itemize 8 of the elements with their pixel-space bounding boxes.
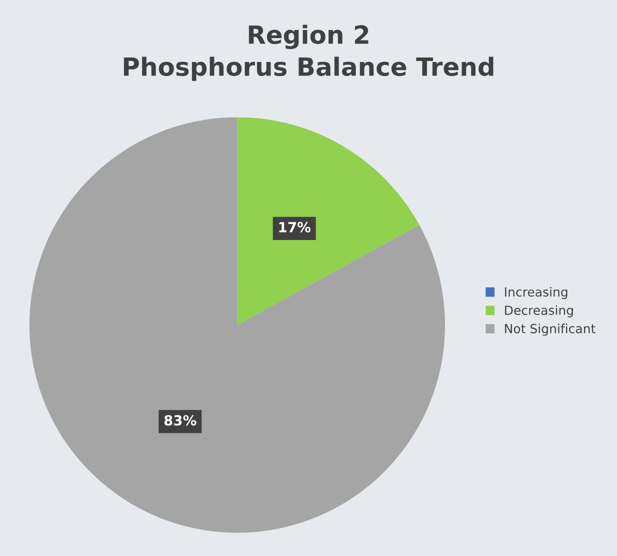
pie-slice bbox=[237, 117, 420, 325]
data-label: 83% bbox=[164, 415, 196, 426]
pie-slice bbox=[29, 117, 445, 533]
data-label: 17% bbox=[279, 222, 311, 232]
chart-title: Region 2 Phosphorus Balance Trend bbox=[124, 24, 494, 81]
legend-label: Not Significant bbox=[505, 324, 596, 336]
legend-label: Decreasing bbox=[505, 305, 573, 318]
legend-label: Increasing bbox=[505, 286, 568, 300]
